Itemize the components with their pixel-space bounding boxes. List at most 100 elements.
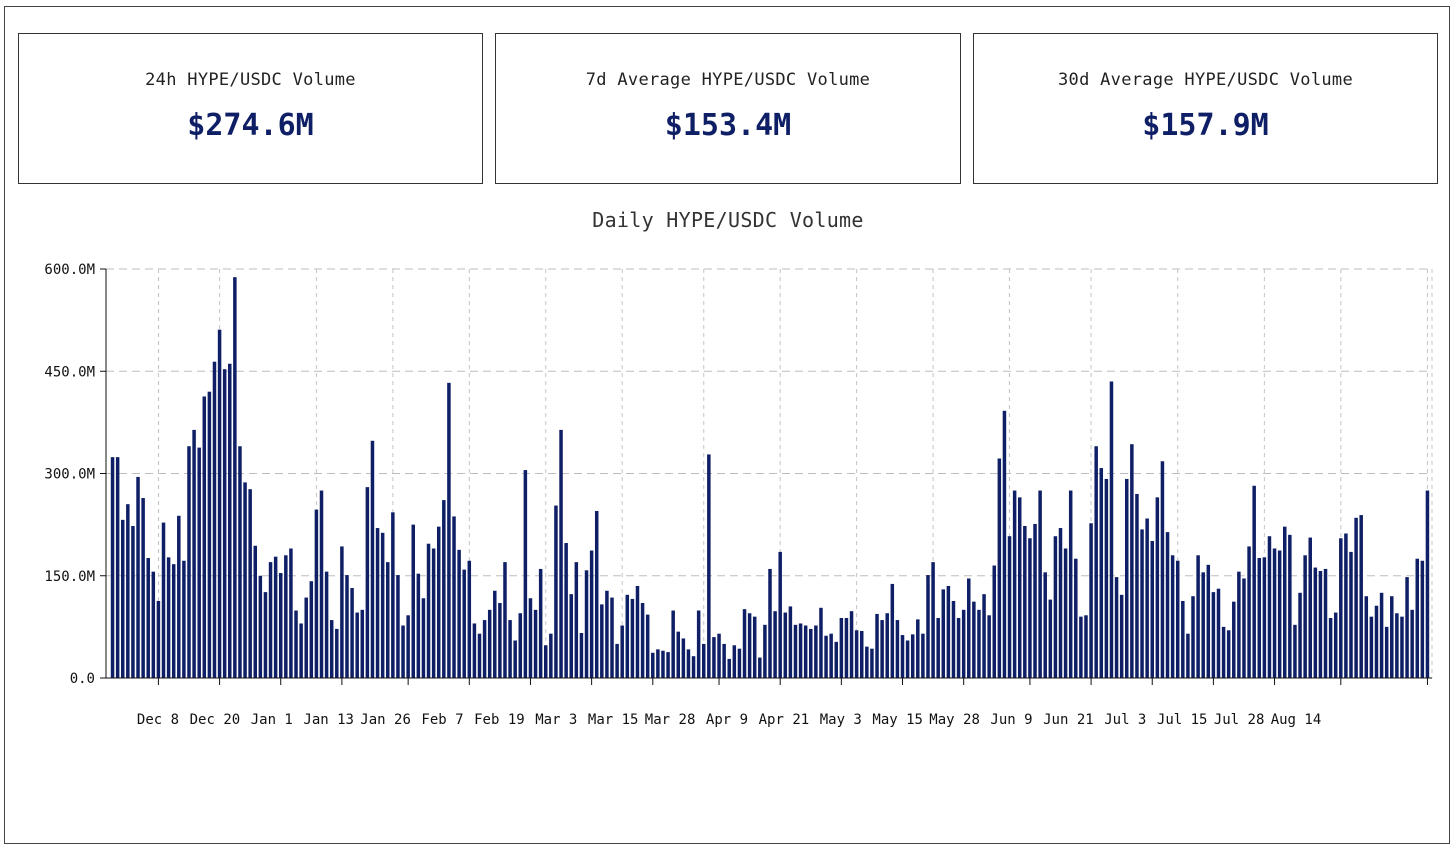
bar bbox=[370, 440, 375, 678]
bar bbox=[126, 504, 130, 678]
bar bbox=[564, 543, 568, 678]
bar bbox=[1267, 536, 1272, 678]
bar bbox=[885, 613, 889, 678]
bar bbox=[457, 549, 461, 678]
bar bbox=[1135, 493, 1139, 678]
bar bbox=[1175, 560, 1180, 678]
bar bbox=[319, 490, 324, 678]
x-tick-label: Jun 9 bbox=[990, 712, 1032, 728]
bar bbox=[273, 556, 278, 678]
bar bbox=[895, 620, 900, 678]
bar bbox=[1089, 523, 1093, 678]
bar bbox=[1181, 600, 1185, 678]
bar bbox=[1298, 592, 1302, 678]
bar bbox=[620, 625, 624, 678]
bar bbox=[217, 329, 222, 678]
bar bbox=[992, 565, 996, 678]
bar bbox=[951, 600, 956, 678]
bar bbox=[691, 656, 696, 678]
bar bbox=[1211, 592, 1216, 678]
bar bbox=[1074, 558, 1078, 678]
bar bbox=[1232, 601, 1236, 678]
bar bbox=[416, 573, 421, 678]
bar bbox=[1313, 567, 1318, 678]
x-tick-label: Jan 13 bbox=[303, 712, 354, 728]
bar bbox=[452, 516, 456, 678]
bar bbox=[1344, 533, 1348, 678]
dashboard-frame bbox=[4, 6, 1450, 844]
bar bbox=[554, 505, 558, 678]
bar bbox=[508, 620, 512, 678]
bar bbox=[166, 557, 171, 678]
bar bbox=[355, 612, 359, 678]
bar bbox=[910, 634, 915, 678]
bar bbox=[523, 470, 528, 678]
bar bbox=[747, 613, 752, 678]
bar bbox=[131, 525, 135, 678]
bar bbox=[1130, 444, 1134, 678]
bar bbox=[1160, 461, 1165, 678]
bar bbox=[1333, 612, 1338, 678]
x-tick-label: Jul 3 bbox=[1104, 712, 1146, 728]
bar bbox=[666, 652, 670, 678]
y-tick-label: 0.0 bbox=[70, 671, 95, 687]
bar bbox=[472, 623, 477, 678]
bar bbox=[258, 575, 263, 678]
x-tick-label: Mar 28 bbox=[645, 712, 696, 728]
bar bbox=[656, 649, 660, 678]
bar bbox=[1155, 497, 1160, 678]
bar bbox=[146, 558, 150, 678]
bar bbox=[936, 618, 940, 678]
bar bbox=[161, 522, 166, 678]
bar bbox=[1028, 538, 1032, 678]
bar bbox=[1328, 618, 1333, 678]
bar bbox=[778, 551, 782, 678]
bar bbox=[594, 510, 599, 678]
bar bbox=[1084, 615, 1088, 678]
bar bbox=[1384, 626, 1389, 678]
x-tick-label: May 28 bbox=[929, 712, 980, 728]
bar bbox=[1420, 560, 1425, 678]
bar bbox=[304, 597, 308, 678]
bar bbox=[518, 613, 523, 678]
bar bbox=[1079, 616, 1083, 678]
bar bbox=[294, 610, 298, 678]
bar bbox=[783, 612, 788, 678]
bar bbox=[1379, 592, 1384, 678]
bar bbox=[880, 620, 884, 678]
bar bbox=[171, 564, 176, 678]
bar bbox=[1323, 568, 1328, 678]
bar bbox=[391, 512, 395, 678]
bar bbox=[870, 648, 874, 678]
bar bbox=[824, 635, 828, 678]
bar bbox=[493, 590, 497, 678]
metric-card-24h: 24h HYPE/USDC Volume $274.6M bbox=[18, 33, 483, 184]
bar bbox=[1150, 540, 1154, 678]
bar bbox=[202, 396, 207, 678]
bar bbox=[487, 609, 492, 678]
bar bbox=[574, 562, 579, 678]
bar bbox=[1099, 468, 1104, 678]
bar bbox=[1293, 624, 1297, 678]
metric-card-7d: 7d Average HYPE/USDC Volume $153.4M bbox=[495, 33, 961, 184]
bar bbox=[651, 652, 655, 678]
bar bbox=[1007, 536, 1012, 678]
bar bbox=[1390, 596, 1394, 678]
bar bbox=[386, 562, 390, 678]
bar bbox=[498, 603, 502, 678]
bar bbox=[859, 630, 864, 678]
bar bbox=[916, 619, 920, 678]
bar bbox=[253, 545, 257, 678]
bar bbox=[467, 560, 472, 678]
bar bbox=[136, 476, 140, 678]
bar bbox=[773, 611, 777, 678]
bar bbox=[758, 657, 762, 678]
bar bbox=[243, 482, 247, 678]
bar bbox=[967, 578, 971, 678]
bar bbox=[1252, 485, 1256, 678]
bar bbox=[278, 573, 283, 678]
bar bbox=[1094, 446, 1098, 678]
bar bbox=[763, 624, 767, 678]
bar bbox=[829, 633, 833, 678]
bar bbox=[1318, 570, 1323, 678]
